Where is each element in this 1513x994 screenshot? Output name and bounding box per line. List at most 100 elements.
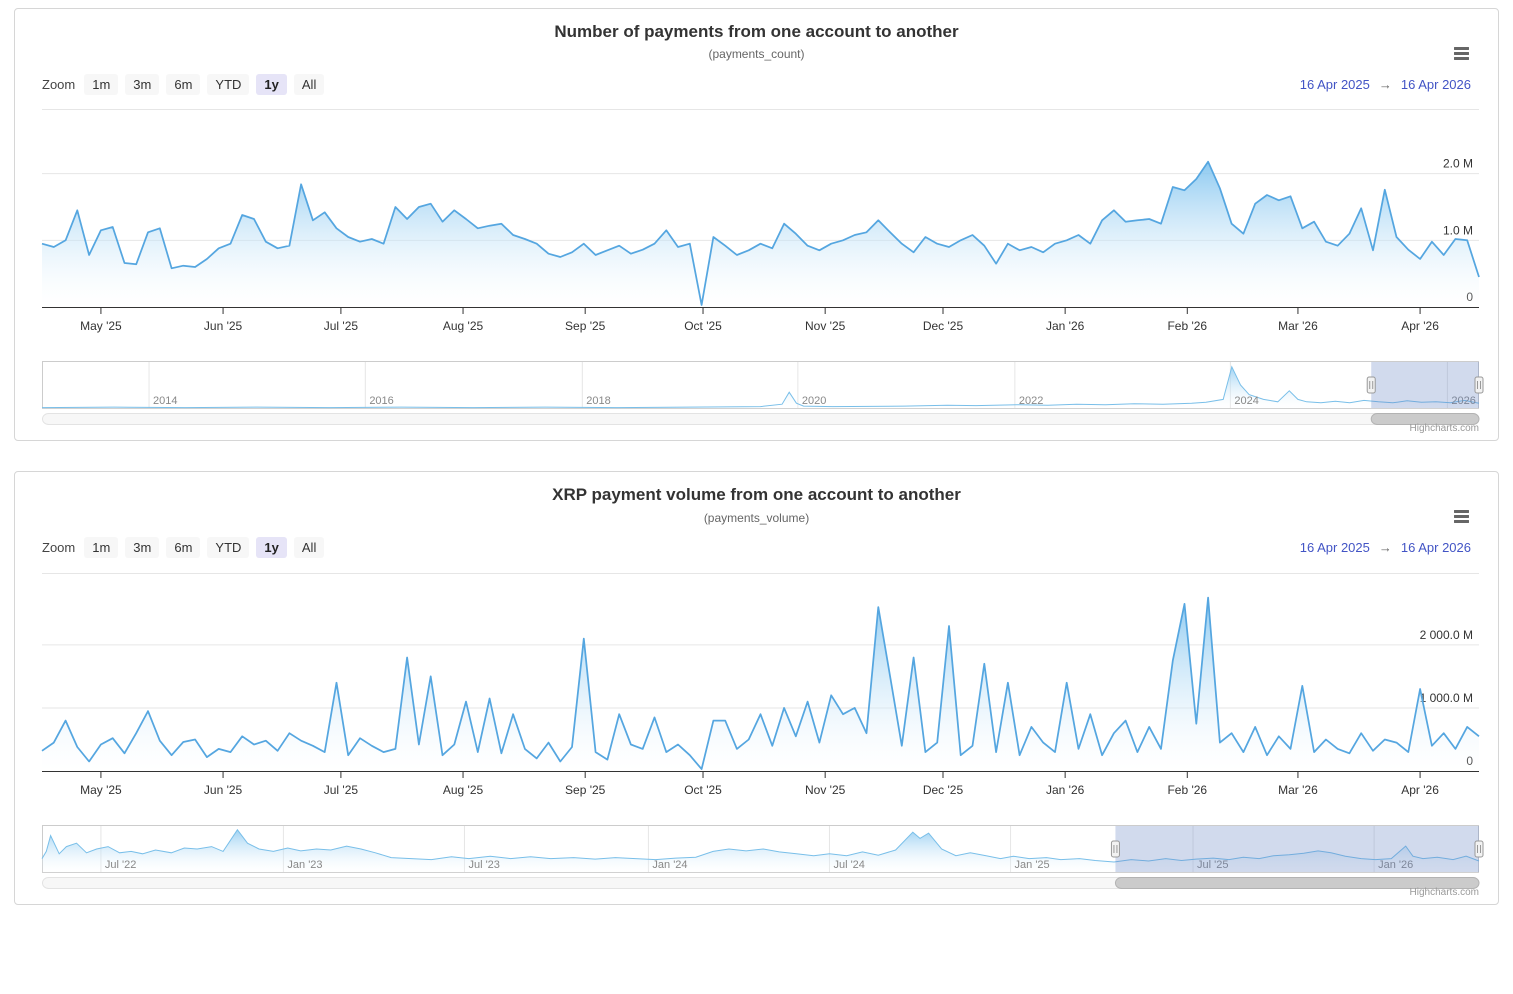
navigator-axis-label: Jan '26 [1378,859,1413,871]
y-axis-label: 1 000.0 M [1420,690,1473,704]
navigator-selected-range[interactable] [1115,825,1479,872]
x-axis-label: Jun '25 [204,319,243,333]
navigator-axis-label: 2018 [586,395,610,407]
area-series-line [41,596,1480,770]
highcharts-credits[interactable]: Highcharts.com [1409,886,1479,898]
range-button-1m[interactable]: 1m [84,537,119,558]
navigator-handle-left[interactable] [1110,840,1120,857]
x-axis-label: Oct '25 [684,783,722,797]
navigator-axis-label: Jan '23 [287,859,322,871]
range-button-6m[interactable]: 6m [166,73,201,95]
navigator-axis-label: 2020 [802,395,826,407]
range-selector-toolbar: Zoom 1m 3m 6m YTD 1y All 16 Apr 2025 → 16 Apr… [42,537,1471,559]
x-axis-label: Jan '26 [1046,783,1085,797]
zoom-label: Zoom [42,540,76,555]
range-button-6m[interactable]: 6m [166,537,201,558]
y-axis-label: 2 000.0 M [1420,627,1473,641]
chart-title: Number of payments from one account to a… [554,22,959,41]
payments-volume-chart-card: XRP payment volume from one account to a… [14,471,1499,905]
chart-subtitle: (payments_count) [708,47,805,62]
range-buttons-group: 1m 3m 6m YTD 1y All [77,73,325,95]
navigator-axis-label: 2022 [1019,395,1043,407]
x-axis-label: Dec '25 [923,319,964,333]
navigator-handle-right[interactable] [1474,840,1484,857]
hamburger-icon [1452,510,1470,524]
range-button-ytd[interactable]: YTD [207,73,250,95]
navigator-axis-label: Jul '23 [468,859,499,871]
scrollbar-track[interactable] [42,413,1479,426]
chart-subtitle: (payments_volume) [703,510,810,525]
payments-count-chart-card: Number of payments from one account to a… [14,8,1499,442]
navigator-axis-label: Jul '22 [105,859,136,871]
x-axis-label: Oct '25 [684,319,722,333]
x-axis-label: May '25 [80,319,122,333]
navigator-axis-label: Jul '25 [1197,859,1228,871]
range-button-ytd[interactable]: YTD [207,537,250,558]
navigator-axis-label: 2014 [153,395,177,407]
range-button-1y[interactable]: 1y [256,537,287,558]
x-axis-label: Mar '26 [1278,783,1318,797]
navigator-axis-label: 2016 [369,395,393,407]
chart-context-menu-button[interactable] [1450,45,1472,63]
navigator-selected-range[interactable] [1371,362,1479,409]
range-to-date[interactable]: 16 Apr 2026 [1400,76,1471,92]
range-from-date[interactable]: 16 Apr 2025 [1299,76,1370,92]
x-axis-label: Feb '26 [1167,319,1207,333]
navigator-axis-label: Jan '24 [652,859,687,871]
x-axis-label: Jul '25 [324,319,359,333]
x-axis-label: Jan '26 [1046,319,1085,333]
x-axis-label: Nov '25 [805,319,846,333]
x-axis-label: Dec '25 [923,783,964,797]
x-axis-label: Aug '25 [443,319,484,333]
navigator-handle-left[interactable] [1366,376,1376,394]
navigator-series-line [41,828,1480,863]
chart-title: XRP payment volume from one account to a… [552,485,961,505]
range-button-all[interactable]: All [293,73,325,95]
range-arrow-icon: → [1378,76,1392,92]
navigator-handle-right[interactable] [1474,376,1484,394]
x-axis-label: Apr '26 [1401,319,1439,333]
x-axis-label: Sep '25 [565,319,606,333]
x-axis-label: Sep '25 [565,783,606,797]
hamburger-icon [1452,47,1470,60]
navigator-series-line [41,365,1480,409]
x-axis-label: Jul '25 [324,783,359,797]
highcharts-credits[interactable]: Highcharts.com [1409,423,1479,435]
x-axis-label: Nov '25 [805,783,846,797]
navigator-axis-label: 2024 [1234,395,1258,407]
x-axis-label: Mar '26 [1278,319,1318,333]
area-series-fill [42,161,1479,308]
range-button-1m[interactable]: 1m [84,73,119,95]
scrollbar-thumb[interactable] [1114,876,1480,889]
range-display: 16 Apr 2025 → 16 Apr 2026 [1300,540,1471,555]
x-axis-label: Jun '25 [204,783,243,797]
range-button-3m[interactable]: 3m [125,73,160,95]
area-series-line [41,161,1480,307]
y-axis-label: 1.0 M [1443,224,1473,238]
range-button-all[interactable]: All [293,537,325,558]
range-to-date[interactable]: 16 Apr 2026 [1400,540,1471,555]
chart-context-menu-button[interactable] [1450,508,1472,526]
navigator-axis-label: Jul '24 [833,859,864,871]
range-selector-toolbar: Zoom 1m 3m 6m YTD 1y All 16 Apr 2025 → 16 Apr… [42,73,1471,95]
x-axis-label: May '25 [80,783,122,797]
zoom-label: Zoom [42,76,76,92]
range-display: 16 Apr 2025 → 16 Apr 2026 [1300,77,1471,92]
navigator-series-fill [42,829,1479,873]
scrollbar-thumb[interactable] [1370,413,1480,426]
x-axis-label: Apr '26 [1401,783,1439,797]
navigator-axis-label: 2026 [1451,395,1475,407]
range-button-1y[interactable]: 1y [256,73,287,95]
range-from-date[interactable]: 16 Apr 2025 [1299,540,1370,555]
range-buttons-group: 1m 3m 6m YTD 1y All [77,537,325,558]
y-axis-label: 2.0 M [1443,157,1473,171]
range-button-3m[interactable]: 3m [125,537,160,558]
x-axis-label: Aug '25 [443,783,484,797]
navigator-axis-label: Jan '25 [1015,859,1050,871]
range-arrow-icon: → [1378,540,1392,555]
x-axis-label: Feb '26 [1167,783,1207,797]
